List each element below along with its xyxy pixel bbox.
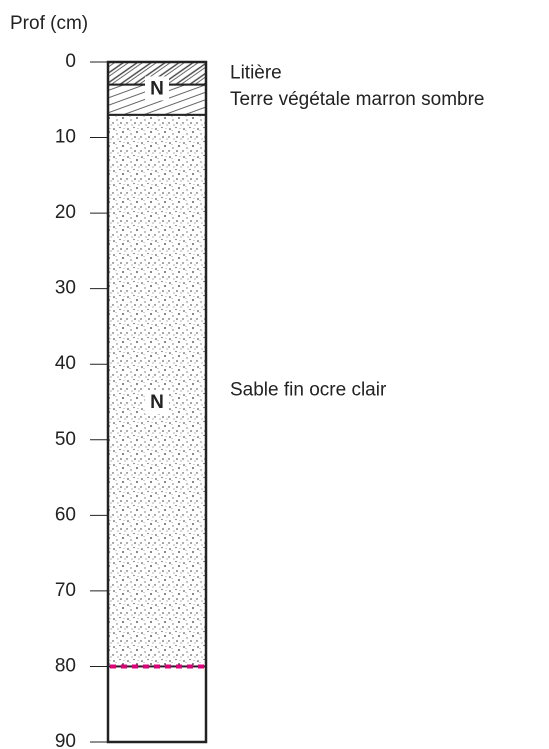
tick-label: 90: [55, 731, 76, 749]
layer-label: Sable fin ocre clair: [230, 380, 387, 401]
tick-label: 80: [55, 655, 76, 676]
tick-label: 0: [65, 51, 76, 72]
tick-label: 10: [55, 127, 76, 148]
symbol: N: [150, 392, 164, 413]
tick-label: 40: [55, 353, 76, 374]
tick-label: 50: [55, 429, 76, 450]
symbol: N: [150, 78, 164, 99]
soil-profile: Prof (cm) Litière Terre végétale marron s…: [0, 0, 549, 749]
tick-label: 70: [55, 580, 76, 601]
layer-label: Litière: [230, 62, 282, 83]
tick-label: 60: [55, 504, 76, 525]
tick-label: 30: [55, 278, 76, 299]
layer-label: Terre végétale marron sombre: [230, 89, 485, 110]
axis-label: Prof (cm): [10, 13, 88, 34]
tick-label: 20: [55, 202, 76, 223]
